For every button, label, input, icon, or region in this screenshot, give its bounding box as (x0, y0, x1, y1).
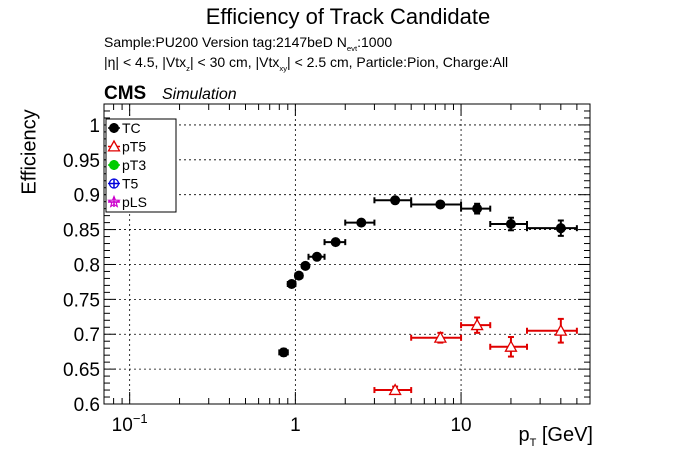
marker-dot (286, 279, 297, 289)
marker-dot (435, 199, 446, 210)
legend-entry-pls: pLS (107, 194, 147, 210)
legend-label: T5 (122, 176, 139, 192)
subtitle-line-1-text: Sample:PU200 Version tag:2147beD Nevt:10… (104, 34, 393, 53)
legend-label: pLS (122, 194, 147, 210)
y-tick-label: 0.65 (63, 360, 100, 381)
y-tick-label: 0.8 (74, 255, 100, 276)
data-point-tc (460, 202, 492, 215)
marker-triangle (554, 323, 568, 336)
cms-simulation-label: Simulation (162, 86, 237, 103)
data-point-tc (373, 195, 413, 206)
y-tick-label: 0.75 (63, 290, 100, 311)
legend-label: pT5 (122, 139, 146, 155)
series-tc (278, 195, 578, 358)
legend-label: TC (122, 120, 141, 136)
marker-dot (330, 237, 341, 248)
x-tick-label: 1 (290, 415, 301, 436)
y-tick-label: 0.95 (63, 151, 100, 172)
legend: TC pT5 pT3 T5 pLS (105, 118, 177, 213)
data-point-pt5 (410, 330, 463, 344)
marker-triangle (388, 383, 402, 396)
data-point-tc (278, 347, 289, 358)
marker-dot (390, 195, 401, 206)
data-point-pt5 (489, 336, 528, 358)
marker-dot (356, 217, 367, 228)
y-tick-label: 0.6 (74, 395, 100, 416)
data-point-tc (489, 216, 528, 232)
marker-dot (505, 219, 516, 229)
legend-label: pT3 (122, 157, 146, 173)
y-tick-label: 0.7 (74, 325, 100, 346)
legend-entry-t5: T5 (108, 176, 139, 192)
axes-frame (103, 103, 591, 405)
data-point-tc (293, 270, 304, 281)
legend-entry-tc: TC (108, 120, 141, 136)
data-point-tc (300, 260, 311, 271)
data-point-tc (410, 199, 463, 210)
y-tick-label: 1 (89, 116, 100, 137)
x-axis-label: pT [GeV] (518, 424, 593, 449)
chart-title: Efficiency of Track Candidate (205, 4, 491, 29)
series-pt5 (373, 316, 578, 396)
marker-triangle (107, 139, 121, 152)
y-tick-label: 0.85 (63, 221, 100, 242)
data-point-tc (307, 251, 326, 262)
marker-triangle (504, 339, 518, 352)
marker-dot (109, 123, 119, 133)
data-point-tc (286, 279, 297, 289)
marker-triangle (470, 318, 484, 331)
legend-entry-pt3: pT3 (108, 157, 146, 173)
marker-triangle (433, 330, 447, 343)
data-point-tc (525, 219, 578, 237)
data-point-pt5 (525, 317, 578, 344)
y-tick-label: 0.9 (74, 186, 100, 207)
data-point-pt5 (460, 316, 492, 334)
marker-star (107, 194, 121, 208)
x-tick-label: 10−1 (112, 411, 148, 436)
cms-label: CMS (104, 83, 147, 104)
data-point-tc (323, 237, 347, 248)
data-point-tc (344, 217, 376, 228)
marker-dot (311, 251, 322, 262)
marker-dot (472, 203, 483, 214)
marker-dot (300, 260, 311, 271)
x-tick-label: 10 (450, 415, 471, 436)
marker-dot (293, 270, 304, 281)
data-point-pt5 (373, 383, 413, 396)
marker-dot (278, 347, 289, 358)
plot-area (104, 104, 590, 404)
subtitle-line-2: |η| < 4.5, |Vtxz| < 30 cm, |Vtxxy| < 2.5… (104, 54, 508, 73)
subtitle-line-1: Sample:PU200 Version tag:2147beD Nevt:10… (104, 34, 392, 53)
subtitle-line-2-text: |η| < 4.5, |Vtxz| < 30 cm, |Vtxxy| < 2.5… (104, 54, 509, 73)
legend-entry-pt5: pT5 (107, 139, 146, 155)
marker-dot (555, 223, 566, 234)
marker-circle (108, 178, 120, 189)
